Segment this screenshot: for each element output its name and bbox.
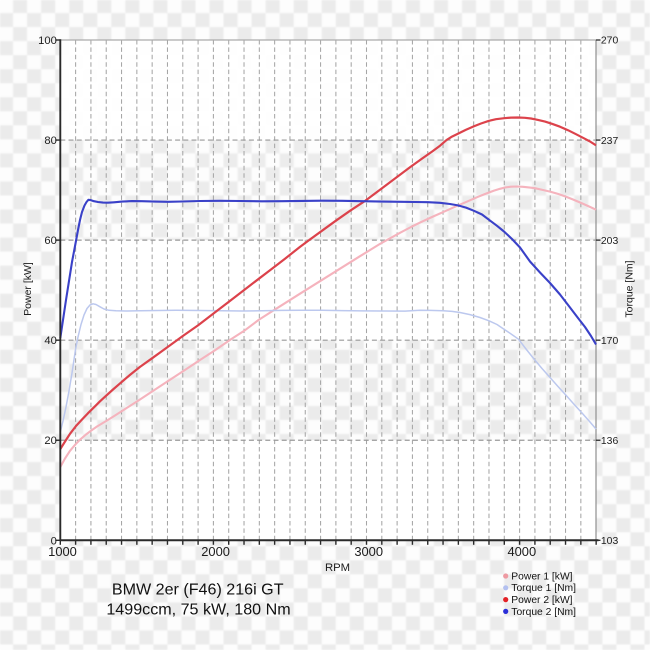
svg-text:2000: 2000 [201,544,230,559]
svg-text:RPM: RPM [325,562,350,574]
svg-text:20: 20 [44,435,56,447]
svg-text:1499ccm, 75 kW, 180 Nm: 1499ccm, 75 kW, 180 Nm [106,601,290,619]
svg-text:1000: 1000 [48,544,77,559]
svg-text:Torque [Nm]: Torque [Nm] [624,260,636,317]
svg-text:80: 80 [44,135,56,147]
svg-text:3000: 3000 [354,544,383,559]
svg-text:Power 1 [kW]: Power 1 [kW] [511,571,572,582]
svg-text:60: 60 [44,235,56,247]
svg-text:136: 136 [601,436,619,447]
svg-text:100: 100 [38,35,57,47]
svg-text:203: 203 [601,236,619,247]
svg-text:Torque 1 [Nm]: Torque 1 [Nm] [511,583,576,594]
svg-text:170: 170 [601,336,619,347]
svg-text:103: 103 [601,536,619,547]
svg-text:Torque 2 [Nm]: Torque 2 [Nm] [511,607,576,618]
svg-text:4000: 4000 [507,544,536,559]
svg-text:0: 0 [51,535,57,547]
svg-text:Power 2 [kW]: Power 2 [kW] [511,595,572,606]
svg-text:237: 237 [601,136,619,147]
svg-text:BMW 2er (F46) 216i GT: BMW 2er (F46) 216i GT [112,581,284,599]
svg-text:Power [kW]: Power [kW] [22,262,34,316]
svg-text:40: 40 [44,335,56,347]
svg-text:270: 270 [601,36,619,47]
